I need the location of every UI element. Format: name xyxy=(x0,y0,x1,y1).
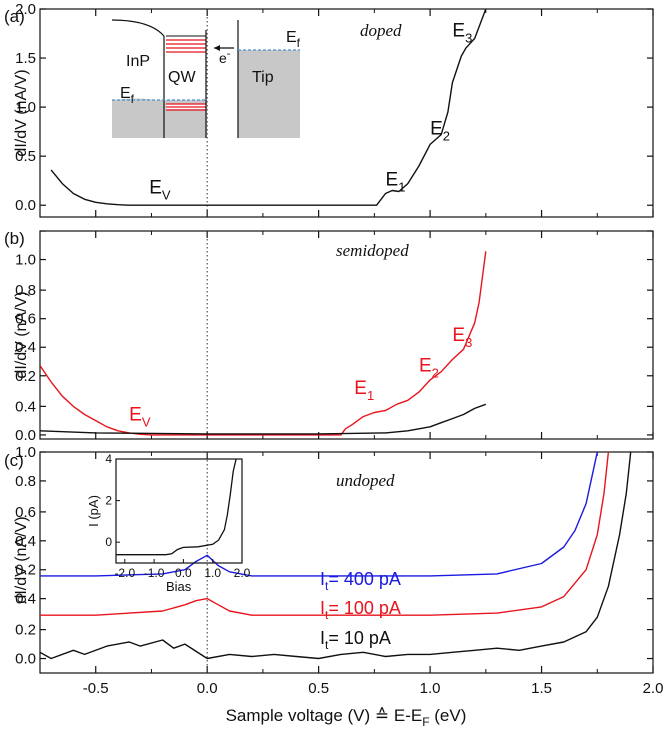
peak-label: E1 xyxy=(386,170,406,195)
panel-b-yticks: 0.0 0.4 0.2 0.4 0.6 0.8 1.0 xyxy=(15,230,653,444)
y-tick-label: 0.6 xyxy=(15,311,36,328)
y-tick-label: 0.5 xyxy=(15,148,36,165)
series-line-0 xyxy=(40,452,598,577)
y-tick-label: 0.0 xyxy=(15,651,36,668)
panel-a-yticks: 0.0 0.5 1.0 1.5 2.0 xyxy=(15,1,653,214)
inp-conduction-band xyxy=(111,19,165,37)
panel-b-annotation: semidoped xyxy=(336,241,409,260)
y-tick-label: 0.8 xyxy=(15,473,36,490)
x-tick-label: 1.0 xyxy=(420,680,441,697)
y-tick-label: 0.0 xyxy=(15,427,36,444)
inset-y-tick-label: 4 xyxy=(105,452,112,466)
peak-label: EV xyxy=(149,177,171,202)
x-tick-label: -0.5 xyxy=(83,680,109,697)
y-tick-label: 0.4 xyxy=(15,398,36,415)
electron-label: e- xyxy=(219,48,231,66)
panel-c-ylabel: dI/dV (nA/V) xyxy=(13,516,30,603)
series-label: It= 100 pA xyxy=(320,598,401,622)
y-tick-label: 2.0 xyxy=(15,1,36,18)
arrow-head-icon xyxy=(214,45,220,51)
peak-label: E2 xyxy=(419,356,439,381)
panel-a-ylabel: dI/dV (nA/V) xyxy=(13,69,30,156)
inset-y-tick-label: 0 xyxy=(105,535,112,549)
x-tick-label: 0.0 xyxy=(197,680,218,697)
panel-b-label: (b) xyxy=(4,229,25,248)
panel-a-xticks xyxy=(39,9,654,217)
series-line-1 xyxy=(40,452,610,616)
panel-c-frame xyxy=(39,451,654,674)
peak-label: E3 xyxy=(452,20,472,45)
panel-a-peak-labels: EV E1 E2 E3 xyxy=(149,20,472,202)
panel-c-xticks: -0.5 0.0 0.5 1.0 1.5 2.0 xyxy=(39,452,664,697)
inset-y-tick-label: 2 xyxy=(105,494,112,508)
panel-a-label: (a) xyxy=(4,7,25,26)
inset-x-tick-label: -2.0 xyxy=(114,566,135,580)
y-tick-label: 0.8 xyxy=(15,282,36,299)
peak-label: E2 xyxy=(430,119,450,144)
y-tick-label: 1.0 xyxy=(15,444,36,461)
x-tick-label: 2.0 xyxy=(643,680,664,697)
y-tick-label: 0.4 xyxy=(15,339,36,356)
y-tick-label: 0.4 xyxy=(15,591,36,608)
y-tick-label: 0.2 xyxy=(15,622,36,639)
panel-a-series xyxy=(50,9,487,206)
tip-label: Tip xyxy=(252,69,274,86)
panel-b-frame xyxy=(39,230,654,440)
series-line-0 xyxy=(50,9,487,206)
panel-a: (a) dI/dV (nA/V) doped 0.0 0.5 1.0 1.5 2.0 E… xyxy=(4,1,654,218)
y-tick-label: 1.0 xyxy=(15,252,36,269)
fermi-label-tip: Ef xyxy=(286,29,301,50)
panel-c-series-labels: It= 400 pA It= 100 pA It= 10 pA xyxy=(320,569,401,652)
iv-inset-yticks: 0 2 4 xyxy=(105,452,120,549)
panel-b: (b) dI/dV (nA/V) semidoped 0.00.40.20.40… xyxy=(4,229,654,444)
panel-c-series xyxy=(40,452,632,660)
inset-x-tick-label: 1.0 xyxy=(204,566,221,580)
series-line-2 xyxy=(40,452,632,660)
peak-label: E3 xyxy=(452,325,472,350)
fermi-label-left: Ef xyxy=(120,85,135,106)
tip-filled-band xyxy=(238,50,300,138)
iv-inset: I (pA) Bias -2.0 -1.0 0.0 1.0 2.0 0 2 4 xyxy=(86,452,251,594)
iv-inset-frame xyxy=(115,458,243,564)
y-tick-label: 0.6 xyxy=(15,504,36,521)
y-tick-label: 0.2 xyxy=(15,368,36,385)
inset-x-tick-label: 0.0 xyxy=(175,566,192,580)
y-tick-label: 0.2 xyxy=(15,562,36,579)
y-tick-label: 0.4 xyxy=(15,533,36,550)
inp-label: InP xyxy=(126,53,150,70)
panel-a-annotation: doped xyxy=(360,21,402,40)
inset-x-tick-label: 2.0 xyxy=(234,566,251,580)
iv-inset-xticks: -2.0 -1.0 0.0 1.0 2.0 xyxy=(114,559,251,580)
series-label: It= 10 pA xyxy=(320,628,391,652)
series-line-0 xyxy=(40,251,487,436)
panel-a-frame xyxy=(39,8,654,218)
panel-c-yticks: 0.0 0.2 0.4 0.2 0.4 0.6 0.8 1.0 xyxy=(15,444,653,668)
inset-series-line xyxy=(116,458,237,556)
y-tick-label: 1.0 xyxy=(15,99,36,116)
series-label: It= 400 pA xyxy=(320,569,401,593)
y-tick-label: 0.0 xyxy=(15,197,36,214)
iv-inset-series xyxy=(116,458,237,556)
panel-b-ylabel: dI/dV (nA/V) xyxy=(13,291,30,378)
x-tick-label: 1.5 xyxy=(531,680,552,697)
peak-label: EV xyxy=(129,405,151,430)
qw-label: QW xyxy=(168,69,196,86)
inp-band-shape xyxy=(112,98,164,138)
series-line-1 xyxy=(40,403,487,435)
panel-c: (c) dI/dV (nA/V) undoped 0.0 0.2 0.4 0.2 0.4… xyxy=(4,444,663,729)
band-diagram-inset: InP QW Tip Ef Ef e- xyxy=(111,19,301,138)
peak-label: E1 xyxy=(354,378,374,403)
iv-inset-ylabel: I (pA) xyxy=(86,495,101,527)
panel-c-annotation: undoped xyxy=(336,471,395,490)
inset-x-tick-label: -1.0 xyxy=(144,566,165,580)
iv-inset-xlabel: Bias xyxy=(166,579,192,594)
panel-b-peak-labels: EV E1 E2 E3 xyxy=(129,325,472,430)
panel-b-series xyxy=(40,251,487,436)
panel-c-label: (c) xyxy=(4,451,24,470)
x-tick-label: 0.5 xyxy=(308,680,329,697)
x-axis-label: Sample voltage (V) ≙ E-EF (eV) xyxy=(226,706,467,729)
y-tick-label: 1.5 xyxy=(15,50,36,67)
